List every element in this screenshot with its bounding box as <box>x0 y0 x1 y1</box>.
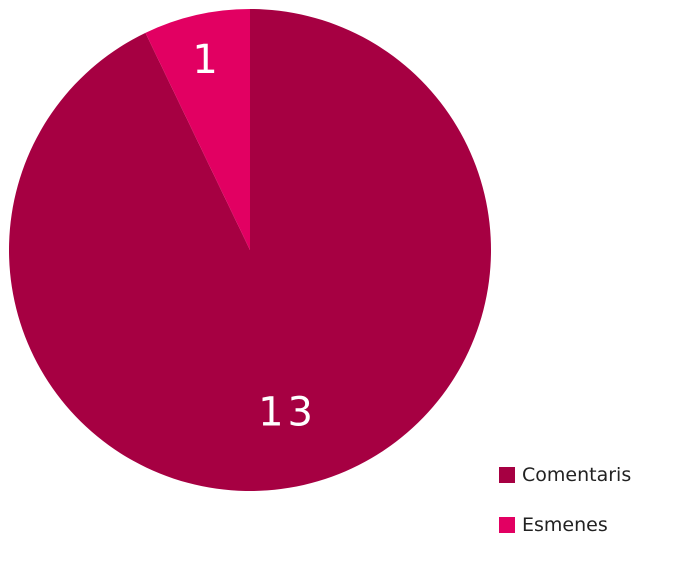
legend-swatch-comentaris <box>499 467 515 483</box>
legend-item-comentaris: Comentaris <box>499 463 676 487</box>
legend-label-esmenes: Esmenes <box>522 514 608 536</box>
legend-label-comentaris: Comentaris <box>522 464 632 486</box>
pie-slice-esmenes <box>145 9 250 250</box>
pie-slice-label-esmenes: 1 <box>192 37 221 83</box>
pie-slice-labels: 13 1 <box>192 37 317 435</box>
legend-item-esmenes: Esmenes <box>499 513 676 537</box>
pie-slice-comentaris <box>9 9 492 491</box>
chart-legend: Comentaris Esmenes <box>499 463 676 563</box>
pie-slices <box>9 9 492 491</box>
legend-swatch-esmenes <box>499 517 515 533</box>
pie-chart: 13 1 <box>9 9 492 491</box>
pie-slice-label-comentaris: 13 <box>258 389 317 435</box>
